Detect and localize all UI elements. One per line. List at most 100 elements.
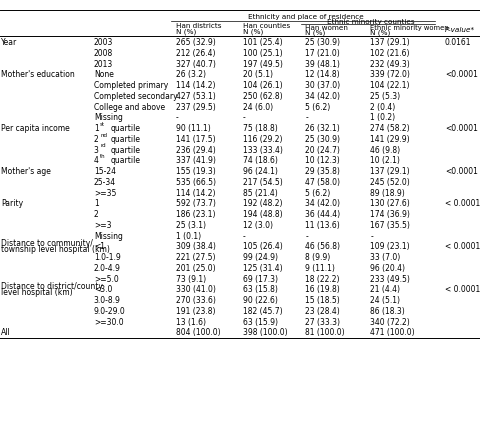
Text: 339 (72.0): 339 (72.0) xyxy=(370,70,409,79)
Text: 46 (9.8): 46 (9.8) xyxy=(370,145,400,154)
Text: 25 (5.3): 25 (5.3) xyxy=(370,92,400,101)
Text: 155 (19.3): 155 (19.3) xyxy=(175,167,215,176)
Text: 427 (53.1): 427 (53.1) xyxy=(175,92,215,101)
Text: 340 (72.2): 340 (72.2) xyxy=(370,317,409,326)
Text: 101 (25.4): 101 (25.4) xyxy=(242,38,282,47)
Text: 265 (32.9): 265 (32.9) xyxy=(175,38,215,47)
Text: 105 (26.4): 105 (26.4) xyxy=(242,242,282,251)
Text: <0.0001: <0.0001 xyxy=(444,70,477,79)
Text: Distance to community/: Distance to community/ xyxy=(1,239,93,247)
Text: 63 (15.9): 63 (15.9) xyxy=(242,317,277,326)
Text: 29 (35.8): 29 (35.8) xyxy=(305,167,340,176)
Text: 174 (36.9): 174 (36.9) xyxy=(370,210,409,219)
Text: 2003: 2003 xyxy=(94,38,113,47)
Text: 1 (0.1): 1 (0.1) xyxy=(175,231,200,240)
Text: 201 (25.0): 201 (25.0) xyxy=(175,263,215,272)
Text: 27 (33.3): 27 (33.3) xyxy=(305,317,340,326)
Text: Han districts: Han districts xyxy=(175,23,221,29)
Text: 8 (9.9): 8 (9.9) xyxy=(305,253,330,261)
Text: Per capita income: Per capita income xyxy=(1,124,70,133)
Text: 30 (37.0): 30 (37.0) xyxy=(305,81,340,90)
Text: 141 (29.9): 141 (29.9) xyxy=(370,134,409,144)
Text: 804 (100.0): 804 (100.0) xyxy=(175,328,220,337)
Text: Ethnicity and place of residence: Ethnicity and place of residence xyxy=(247,14,362,20)
Text: 73 (9.1): 73 (9.1) xyxy=(175,274,205,283)
Text: 69 (17.3): 69 (17.3) xyxy=(242,274,277,283)
Text: 36 (44.4): 36 (44.4) xyxy=(305,210,340,219)
Text: 217 (54.5): 217 (54.5) xyxy=(242,177,282,187)
Text: Parity: Parity xyxy=(1,199,23,208)
Text: -: - xyxy=(242,231,245,240)
Text: 141 (17.5): 141 (17.5) xyxy=(175,134,215,144)
Text: 99 (24.9): 99 (24.9) xyxy=(242,253,277,261)
Text: 96 (20.4): 96 (20.4) xyxy=(370,263,405,272)
Text: 21 (4.4): 21 (4.4) xyxy=(370,285,399,294)
Text: 237 (29.5): 237 (29.5) xyxy=(175,102,215,111)
Text: quartile: quartile xyxy=(110,156,140,165)
Text: Missing: Missing xyxy=(94,231,122,240)
Text: 182 (45.7): 182 (45.7) xyxy=(242,306,282,315)
Text: 3: 3 xyxy=(94,145,98,154)
Text: 232 (49.3): 232 (49.3) xyxy=(370,60,409,68)
Text: 9 (11.1): 9 (11.1) xyxy=(305,263,335,272)
Text: 26 (32.1): 26 (32.1) xyxy=(305,124,339,133)
Text: 137 (29.1): 137 (29.1) xyxy=(370,167,409,176)
Text: 85 (21.4): 85 (21.4) xyxy=(242,188,277,197)
Text: 2013: 2013 xyxy=(94,60,113,68)
Text: 337 (41.9): 337 (41.9) xyxy=(175,156,215,165)
Text: Completed secondary: Completed secondary xyxy=(94,92,177,101)
Text: Mother's age: Mother's age xyxy=(1,167,51,176)
Text: < 0.0001: < 0.0001 xyxy=(444,242,479,251)
Text: 2: 2 xyxy=(94,134,98,144)
Text: Ethnic minority counties: Ethnic minority counties xyxy=(326,19,413,25)
Text: <3.0: <3.0 xyxy=(94,285,112,294)
Text: 25 (3.1): 25 (3.1) xyxy=(175,220,205,230)
Text: 9.0-29.0: 9.0-29.0 xyxy=(94,306,125,315)
Text: >=35: >=35 xyxy=(94,188,116,197)
Text: 250 (62.8): 250 (62.8) xyxy=(242,92,282,101)
Text: 33 (7.0): 33 (7.0) xyxy=(370,253,400,261)
Text: 535 (66.5): 535 (66.5) xyxy=(175,177,215,187)
Text: 25 (30.9): 25 (30.9) xyxy=(305,38,340,47)
Text: N (%): N (%) xyxy=(370,30,390,36)
Text: quartile: quartile xyxy=(110,145,140,154)
Text: Mother's education: Mother's education xyxy=(1,70,74,79)
Text: 398 (100.0): 398 (100.0) xyxy=(242,328,287,337)
Text: 270 (33.6): 270 (33.6) xyxy=(175,296,215,304)
Text: 74 (18.6): 74 (18.6) xyxy=(242,156,277,165)
Text: level hospital (km): level hospital (km) xyxy=(1,287,72,296)
Text: Han counties: Han counties xyxy=(242,23,289,29)
Text: 192 (48.2): 192 (48.2) xyxy=(242,199,282,208)
Text: 18 (22.2): 18 (22.2) xyxy=(305,274,339,283)
Text: 5 (6.2): 5 (6.2) xyxy=(305,188,330,197)
Text: 2008: 2008 xyxy=(94,49,113,58)
Text: 167 (35.5): 167 (35.5) xyxy=(370,220,409,230)
Text: 330 (41.0): 330 (41.0) xyxy=(175,285,215,294)
Text: -: - xyxy=(175,113,178,122)
Text: 114 (14.2): 114 (14.2) xyxy=(175,81,215,90)
Text: 104 (22.1): 104 (22.1) xyxy=(370,81,409,90)
Text: 10 (2.1): 10 (2.1) xyxy=(370,156,399,165)
Text: 186 (23.1): 186 (23.1) xyxy=(175,210,215,219)
Text: 24 (6.0): 24 (6.0) xyxy=(242,102,273,111)
Text: 2: 2 xyxy=(94,210,98,219)
Text: 5 (6.2): 5 (6.2) xyxy=(305,102,330,111)
Text: 15-24: 15-24 xyxy=(94,167,116,176)
Text: 191 (23.8): 191 (23.8) xyxy=(175,306,215,315)
Text: township level hospital (km): township level hospital (km) xyxy=(1,244,109,253)
Text: th: th xyxy=(100,154,106,159)
Text: 17 (21.0): 17 (21.0) xyxy=(305,49,339,58)
Text: Ethnic minority women: Ethnic minority women xyxy=(370,25,448,31)
Text: 327 (40.7): 327 (40.7) xyxy=(175,60,215,68)
Text: 26 (3.2): 26 (3.2) xyxy=(175,70,205,79)
Text: 1.0-1.9: 1.0-1.9 xyxy=(94,253,120,261)
Text: 102 (21.6): 102 (21.6) xyxy=(370,49,409,58)
Text: 39 (48.1): 39 (48.1) xyxy=(305,60,340,68)
Text: 0.0161: 0.0161 xyxy=(444,38,470,47)
Text: 34 (42.0): 34 (42.0) xyxy=(305,92,340,101)
Text: 236 (29.4): 236 (29.4) xyxy=(175,145,215,154)
Text: 3.0-8.9: 3.0-8.9 xyxy=(94,296,120,304)
Text: 2 (0.4): 2 (0.4) xyxy=(370,102,395,111)
Text: 24 (5.1): 24 (5.1) xyxy=(370,296,399,304)
Text: 130 (27.6): 130 (27.6) xyxy=(370,199,409,208)
